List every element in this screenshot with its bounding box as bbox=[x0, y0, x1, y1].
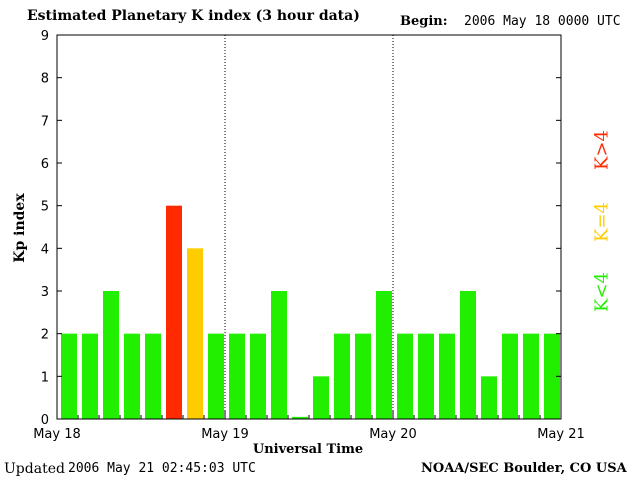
legend-k-less-than-4: K<4 bbox=[591, 272, 613, 312]
credit-text: NOAA/SEC Boulder, CO USA bbox=[421, 461, 627, 476]
kp-bar bbox=[334, 333, 350, 419]
kp-bar bbox=[397, 333, 413, 419]
kp-bar bbox=[250, 333, 266, 419]
begin-value: 2006 May 18 0000 UTC bbox=[464, 14, 621, 29]
grid-layer bbox=[224, 35, 394, 419]
chart-title: Estimated Planetary K index (3 hour data… bbox=[27, 8, 360, 24]
y-tick-label: 1 bbox=[41, 370, 49, 385]
kp-bar bbox=[82, 333, 98, 419]
kp-bar bbox=[208, 333, 224, 419]
kp-bar bbox=[544, 333, 560, 419]
y-tick-label: 0 bbox=[41, 413, 49, 428]
legend-k-equals-4: K=4 bbox=[591, 202, 613, 242]
kp-bar bbox=[313, 376, 329, 419]
kp-bar bbox=[229, 333, 245, 419]
y-tick-label: 4 bbox=[41, 242, 49, 257]
ticks-layer: 0 1 2 3 4 5 6 7 8 9 May 18 May 19 May 20 May 21 bbox=[33, 29, 585, 442]
y-tick-label: 7 bbox=[41, 114, 49, 129]
y-tick-label: 3 bbox=[41, 285, 49, 300]
kp-bar bbox=[439, 333, 455, 419]
kp-bar bbox=[460, 291, 476, 419]
kp-bar bbox=[481, 376, 497, 419]
kp-bar bbox=[418, 333, 434, 419]
kp-bar bbox=[502, 333, 518, 419]
kp-bar bbox=[292, 416, 308, 419]
y-axis-label: Kp index bbox=[12, 193, 28, 263]
x-day-label: May 20 bbox=[369, 427, 417, 442]
updated-value: 2006 May 21 02:45:03 UTC bbox=[68, 461, 256, 476]
y-tick-label: 8 bbox=[41, 72, 49, 87]
kp-bar bbox=[103, 291, 119, 419]
kp-bar bbox=[124, 333, 140, 419]
y-tick-label: 5 bbox=[41, 200, 49, 215]
begin-label: Begin: bbox=[400, 14, 448, 29]
kp-bar bbox=[187, 248, 203, 419]
bars-layer bbox=[61, 205, 560, 419]
y-tick-label: 2 bbox=[41, 328, 49, 343]
kp-bar bbox=[271, 291, 287, 419]
legend-k-greater-than-4: K>4 bbox=[591, 130, 613, 170]
x-day-label: May 21 bbox=[537, 427, 585, 442]
x-axis-label: Universal Time bbox=[252, 442, 364, 457]
y-tick-label: 6 bbox=[41, 157, 49, 172]
updated-label: Updated bbox=[4, 461, 65, 477]
kp-bar bbox=[376, 291, 392, 419]
y-tick-label: 9 bbox=[41, 29, 49, 44]
kp-bar bbox=[61, 333, 77, 419]
kp-bar bbox=[523, 333, 539, 419]
kp-bar bbox=[355, 333, 371, 419]
x-day-label: May 19 bbox=[201, 427, 249, 442]
x-day-label: May 18 bbox=[33, 427, 81, 442]
kp-bar bbox=[166, 205, 182, 419]
kp-bar bbox=[145, 333, 161, 419]
